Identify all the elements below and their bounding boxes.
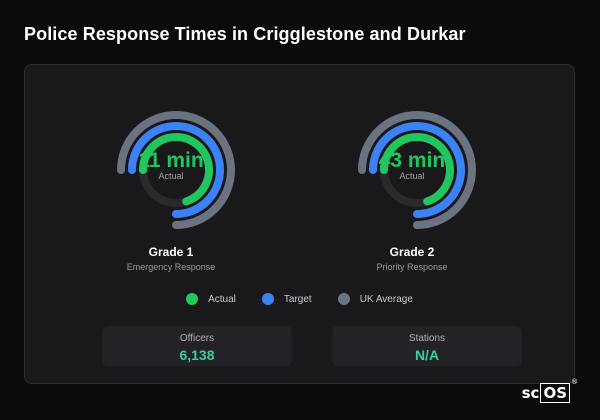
stat-stations-value: N/A — [414, 347, 440, 363]
brand-reg-mark: ® — [571, 378, 578, 386]
uk-average-arc — [117, 111, 235, 229]
uk-average-arc — [358, 111, 476, 229]
gauge-grade-1-value: 11 min — [138, 149, 204, 172]
brand-prefix: sc — [521, 384, 540, 402]
gauge-grade-2: 43 min Actual — [352, 105, 476, 229]
stat-officers-label: Officers — [179, 333, 215, 344]
grade-2-subtitle: Priority Response — [376, 262, 448, 272]
gauge-grade-2-value: 43 min — [378, 149, 446, 172]
actual-arc — [380, 133, 454, 206]
brand-logo: sc OS ® — [521, 378, 578, 403]
legend: Actual Target UK Average — [25, 293, 574, 305]
legend-dot-actual — [186, 293, 199, 305]
stat-officers: Officers 6,138 — [102, 326, 292, 366]
gauge-grade-2-rings — [358, 111, 476, 229]
grade-2-title: Grade 2 — [389, 245, 435, 259]
grade-1-title: Grade 1 — [148, 245, 194, 259]
legend-dot-target — [261, 293, 274, 305]
legend-item-uk-average: UK Average — [337, 293, 413, 305]
legend-label-uk-average: UK Average — [359, 293, 413, 305]
stat-stations-label: Stations — [408, 333, 446, 344]
gauge-grade-1-sub-label: Actual — [158, 171, 184, 181]
legend-label-actual: Actual — [208, 293, 236, 305]
target-arc — [128, 122, 224, 218]
legend-item-target: Target — [261, 293, 312, 305]
actual-arc — [139, 133, 213, 206]
gauge-grade-1-rings — [117, 111, 235, 229]
stat-officers-value: 6,138 — [179, 347, 215, 363]
legend-item-actual: Actual — [186, 293, 236, 305]
brand-boxed: OS — [540, 383, 570, 403]
grade-1-subtitle: Emergency Response — [126, 262, 216, 272]
stat-stations: Stations N/A — [332, 326, 522, 366]
gauge-grade-1: 11 min Actual — [111, 105, 235, 229]
legend-dot-uk-average — [337, 293, 350, 305]
legend-label-target: Target — [283, 293, 312, 305]
gauge-grade-2-sub-label: Actual — [399, 171, 425, 181]
response-times-card: 11 min Actual Grade 1 Emergency Response… — [24, 64, 575, 384]
page-title: Police Response Times in Crigglestone an… — [24, 24, 466, 44]
target-arc — [369, 122, 465, 218]
